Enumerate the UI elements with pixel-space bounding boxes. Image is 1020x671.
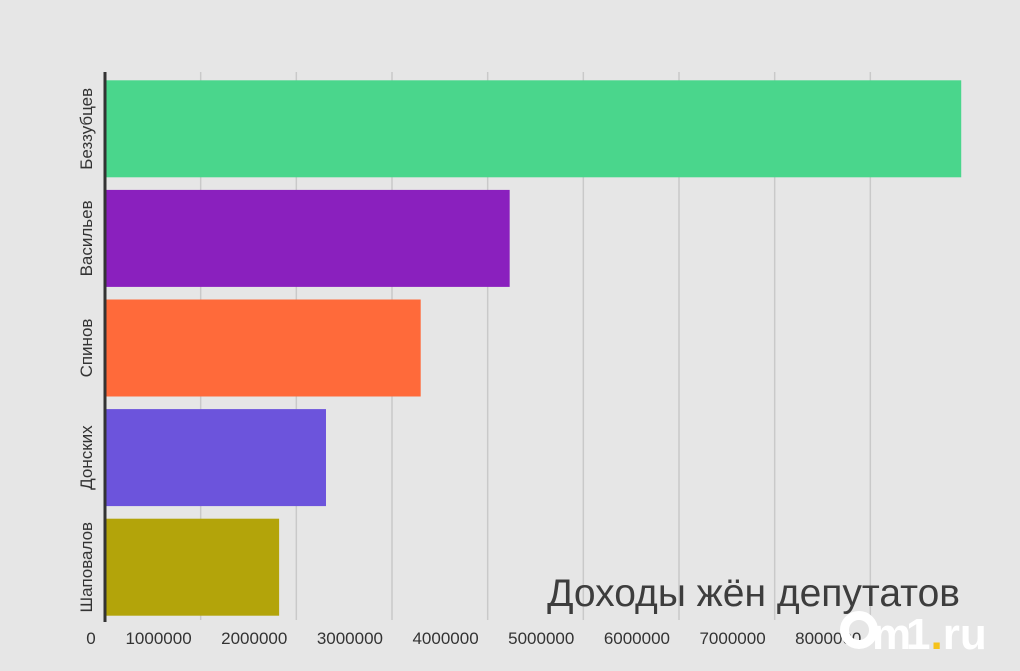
x-tick-label: 6000000 (604, 629, 670, 648)
bar (106, 189, 510, 287)
logo-text: 1.ru (906, 610, 987, 659)
x-tick-label: 3000000 (317, 629, 383, 648)
category-label: Беззубцев (77, 88, 96, 170)
x-tick-label: 5000000 (508, 629, 574, 648)
category-label: Донских (77, 425, 96, 490)
category-label: Шаповалов (77, 522, 96, 613)
bar (106, 409, 326, 507)
x-tick-label: 7000000 (699, 629, 765, 648)
bar (106, 518, 280, 616)
x-tick-label: 4000000 (412, 629, 478, 648)
logo-mark: m (838, 607, 911, 663)
x-axis-tick-labels: 0 1000000 2000000 3000000 4000000 5000000 6000… (86, 629, 861, 648)
bars (106, 80, 962, 616)
x-tick-label: 1000000 (125, 629, 191, 648)
x-tick-label: 2000000 (221, 629, 287, 648)
category-label: Васильев (77, 200, 96, 276)
bar (106, 80, 962, 178)
category-label: Спинов (77, 319, 96, 378)
chart-title: Доходы жён депутатов (547, 572, 960, 615)
bar (106, 299, 421, 397)
y-axis-category-labels: Беззубцев Васильев Спинов Донских Шаповалов (77, 88, 96, 613)
x-tick-label: 0 (86, 629, 95, 648)
site-logo[interactable]: m 1.ru (838, 606, 987, 664)
